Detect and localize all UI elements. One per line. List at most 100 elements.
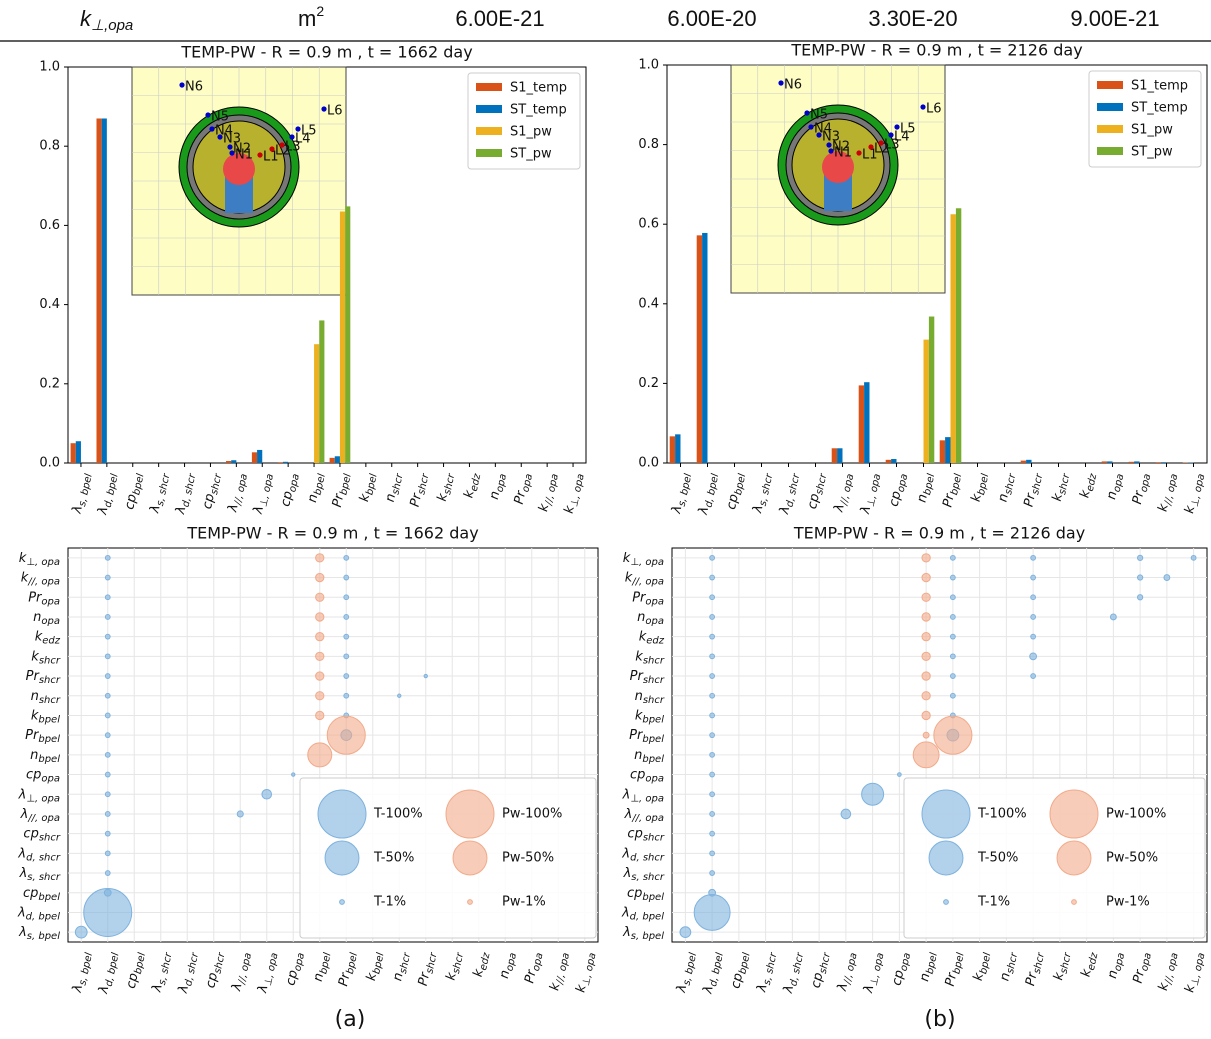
bubble	[949, 554, 956, 561]
label-sub: opa	[287, 473, 302, 493]
bubble	[315, 710, 325, 721]
label-sub: bpel	[318, 952, 333, 976]
category-label: λs, bpel	[668, 471, 694, 516]
label-symbol: λ	[776, 505, 792, 517]
label-symbol: k	[1155, 981, 1171, 992]
legend-label: ST_temp	[1131, 101, 1188, 116]
category-label: nbpel	[914, 471, 937, 504]
category-label: λs, bpel	[18, 925, 60, 943]
label-symbol: Pr	[336, 970, 354, 988]
category-label: λ⊥, opa	[255, 950, 281, 995]
category-label: kedz	[461, 471, 484, 500]
category-label: λd, bpel	[95, 471, 121, 517]
bar	[334, 456, 340, 463]
category-label: kbpel	[31, 708, 60, 726]
category-label: kedz	[639, 629, 665, 647]
bar	[339, 211, 346, 463]
header-value: 6.00E-20	[667, 6, 756, 31]
category-label: Prbpel	[942, 950, 966, 988]
y-tick-label: 1.0	[638, 58, 659, 73]
header-value: 3.30E-20	[868, 6, 957, 31]
label-symbol: Pr	[511, 488, 529, 506]
category-label: Prshcr	[26, 669, 61, 687]
label-symbol: λ	[18, 787, 27, 802]
category-label: cpbpel	[122, 471, 147, 511]
bubble	[83, 887, 133, 937]
legend-label: ST_pw	[1131, 145, 1173, 160]
bubble	[315, 631, 325, 642]
bar	[75, 441, 81, 463]
label-sub: d, bpel	[104, 952, 122, 988]
label-symbol: n	[635, 688, 643, 703]
label-sub: shcr	[1058, 951, 1073, 975]
inset-node-label: L3	[884, 138, 900, 153]
category-label: cpbpel	[627, 885, 664, 903]
category-label: k⊥, opa	[1182, 471, 1208, 515]
label-sub: ⊥, opa	[1190, 473, 1208, 508]
category-label: λ//, opa	[20, 806, 60, 824]
bar	[1155, 462, 1162, 463]
bubble	[708, 888, 717, 897]
label-symbol: k	[19, 550, 27, 565]
bubble	[397, 693, 402, 698]
label-symbol: k	[443, 971, 459, 982]
category-label: Prshcr	[415, 950, 439, 988]
label-symbol: n	[382, 492, 398, 503]
label-sub: opa	[645, 596, 664, 607]
legend-label: T-1%	[373, 895, 406, 910]
legend-swatch	[476, 127, 502, 135]
legend-swatch	[1097, 125, 1123, 133]
category-label: nopa	[33, 609, 60, 627]
bar	[955, 208, 962, 463]
label-symbol: λ	[750, 503, 766, 515]
label-sub: //, opa	[631, 577, 664, 588]
label-sub: opa	[645, 616, 664, 627]
category-label: λd, bpel	[621, 905, 664, 923]
label-symbol: k	[1077, 488, 1093, 499]
inset-node-label: N5	[211, 110, 229, 125]
bubble	[74, 925, 88, 939]
label-symbol: λ	[147, 503, 163, 515]
label-symbol: cp	[808, 971, 826, 989]
legend-bubble	[467, 899, 473, 905]
label-symbol: Pr	[28, 590, 43, 605]
bubble	[104, 692, 111, 699]
label-sub: bpel	[133, 952, 148, 976]
label-sub: opa	[1139, 473, 1154, 493]
bar	[891, 459, 897, 463]
legend-bubble	[1049, 789, 1099, 839]
inset-node	[826, 142, 832, 148]
category-label: nshcr	[390, 950, 413, 983]
label-sub: ⊥, opa	[630, 557, 664, 568]
label-symbol: cp	[627, 885, 642, 900]
category-label: k⊥, opa	[573, 950, 599, 994]
bar	[945, 437, 951, 463]
bubble	[343, 554, 350, 561]
label-sub: ⊥, opa	[569, 473, 587, 508]
chart-title: TEMP-PW - R = 0.9 m , t = 2126 day	[793, 524, 1085, 543]
label-symbol: Pr	[25, 728, 40, 743]
bubble	[1030, 633, 1037, 640]
category-label: kedz	[1077, 471, 1100, 500]
legend-swatch	[476, 83, 502, 91]
bubble	[104, 830, 111, 837]
label-sub: bpel	[38, 754, 60, 765]
label-symbol: n	[304, 493, 320, 504]
y-tick-label: 0.4	[39, 297, 60, 312]
label-symbol: cp	[200, 492, 218, 510]
bubble	[1030, 554, 1037, 561]
bubble	[1163, 574, 1171, 581]
bubble	[104, 554, 111, 561]
label-symbol: λ	[69, 504, 85, 516]
bar	[277, 462, 283, 463]
legend-label: T-1%	[977, 895, 1010, 910]
label-sub: s, bpel	[77, 952, 95, 987]
bar	[314, 344, 320, 463]
category-label: cpbpel	[23, 885, 60, 903]
category-label: λ⊥, opa	[622, 787, 664, 805]
label-symbol: Pr	[942, 970, 960, 988]
inset-core	[223, 153, 255, 185]
label-sub: edz	[1086, 951, 1101, 971]
legend-label: T-50%	[373, 851, 414, 866]
inset-node	[205, 112, 211, 118]
